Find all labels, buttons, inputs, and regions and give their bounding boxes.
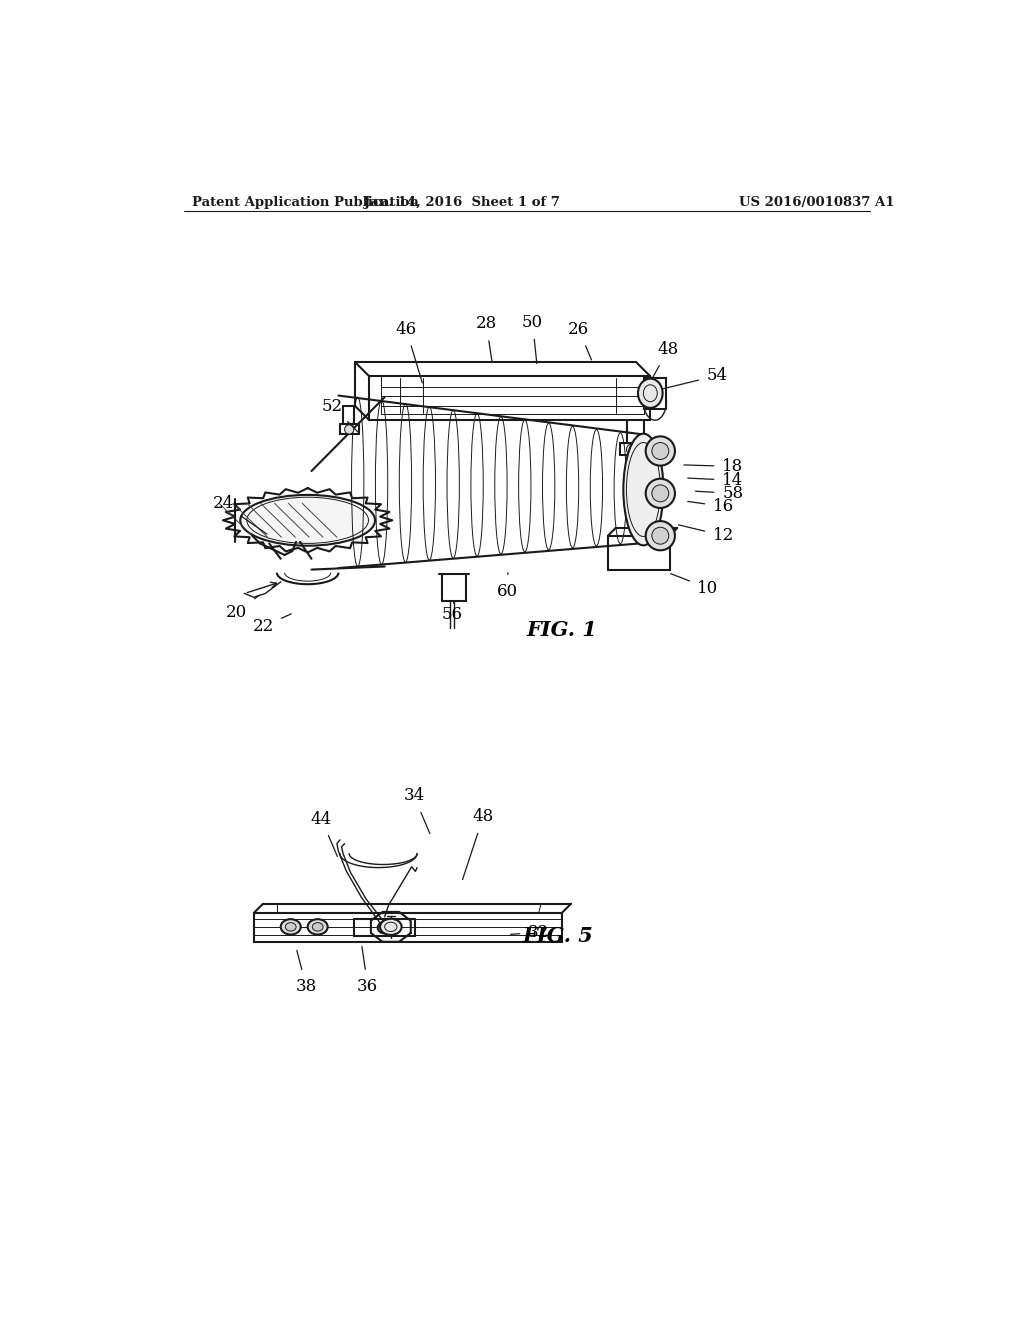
Text: 20: 20 xyxy=(226,595,259,622)
Text: 36: 36 xyxy=(357,946,378,995)
Ellipse shape xyxy=(281,919,301,935)
Text: 18: 18 xyxy=(684,458,743,475)
Text: 14: 14 xyxy=(688,471,743,488)
Text: 54: 54 xyxy=(656,367,728,391)
Text: 24: 24 xyxy=(212,495,267,535)
Text: 34: 34 xyxy=(403,788,430,833)
Text: 46: 46 xyxy=(395,321,422,383)
Text: 56: 56 xyxy=(442,602,463,623)
Text: 52: 52 xyxy=(322,397,358,432)
Text: 32: 32 xyxy=(511,924,549,941)
Text: US 2016/0010837 A1: US 2016/0010837 A1 xyxy=(739,195,894,209)
Ellipse shape xyxy=(652,484,669,502)
Text: FIG. 5: FIG. 5 xyxy=(522,927,593,946)
Ellipse shape xyxy=(646,521,675,550)
Text: 12: 12 xyxy=(679,525,734,544)
Text: 22: 22 xyxy=(252,614,291,635)
Ellipse shape xyxy=(624,434,664,545)
Text: 48: 48 xyxy=(463,808,494,879)
Text: 58: 58 xyxy=(695,484,743,502)
Ellipse shape xyxy=(345,425,354,434)
Text: FIG. 1: FIG. 1 xyxy=(526,619,597,640)
Text: 28: 28 xyxy=(476,315,497,362)
Ellipse shape xyxy=(378,921,391,933)
Ellipse shape xyxy=(380,919,401,935)
Ellipse shape xyxy=(627,444,637,455)
Text: 60: 60 xyxy=(498,573,518,599)
Text: 38: 38 xyxy=(296,950,316,995)
Text: 16: 16 xyxy=(688,498,734,515)
Ellipse shape xyxy=(646,437,675,466)
Text: 10: 10 xyxy=(671,574,719,597)
Text: 44: 44 xyxy=(311,810,337,857)
Text: 26: 26 xyxy=(568,321,592,360)
Ellipse shape xyxy=(652,527,669,544)
Ellipse shape xyxy=(646,479,675,508)
Text: Jan. 14, 2016  Sheet 1 of 7: Jan. 14, 2016 Sheet 1 of 7 xyxy=(364,195,559,209)
Text: 48: 48 xyxy=(649,341,679,384)
Ellipse shape xyxy=(286,923,296,931)
Ellipse shape xyxy=(307,919,328,935)
Ellipse shape xyxy=(638,379,663,408)
Text: Patent Application Publication: Patent Application Publication xyxy=(193,195,419,209)
Ellipse shape xyxy=(241,495,375,545)
Ellipse shape xyxy=(312,923,323,931)
Text: 50: 50 xyxy=(522,314,543,363)
Ellipse shape xyxy=(652,442,669,459)
